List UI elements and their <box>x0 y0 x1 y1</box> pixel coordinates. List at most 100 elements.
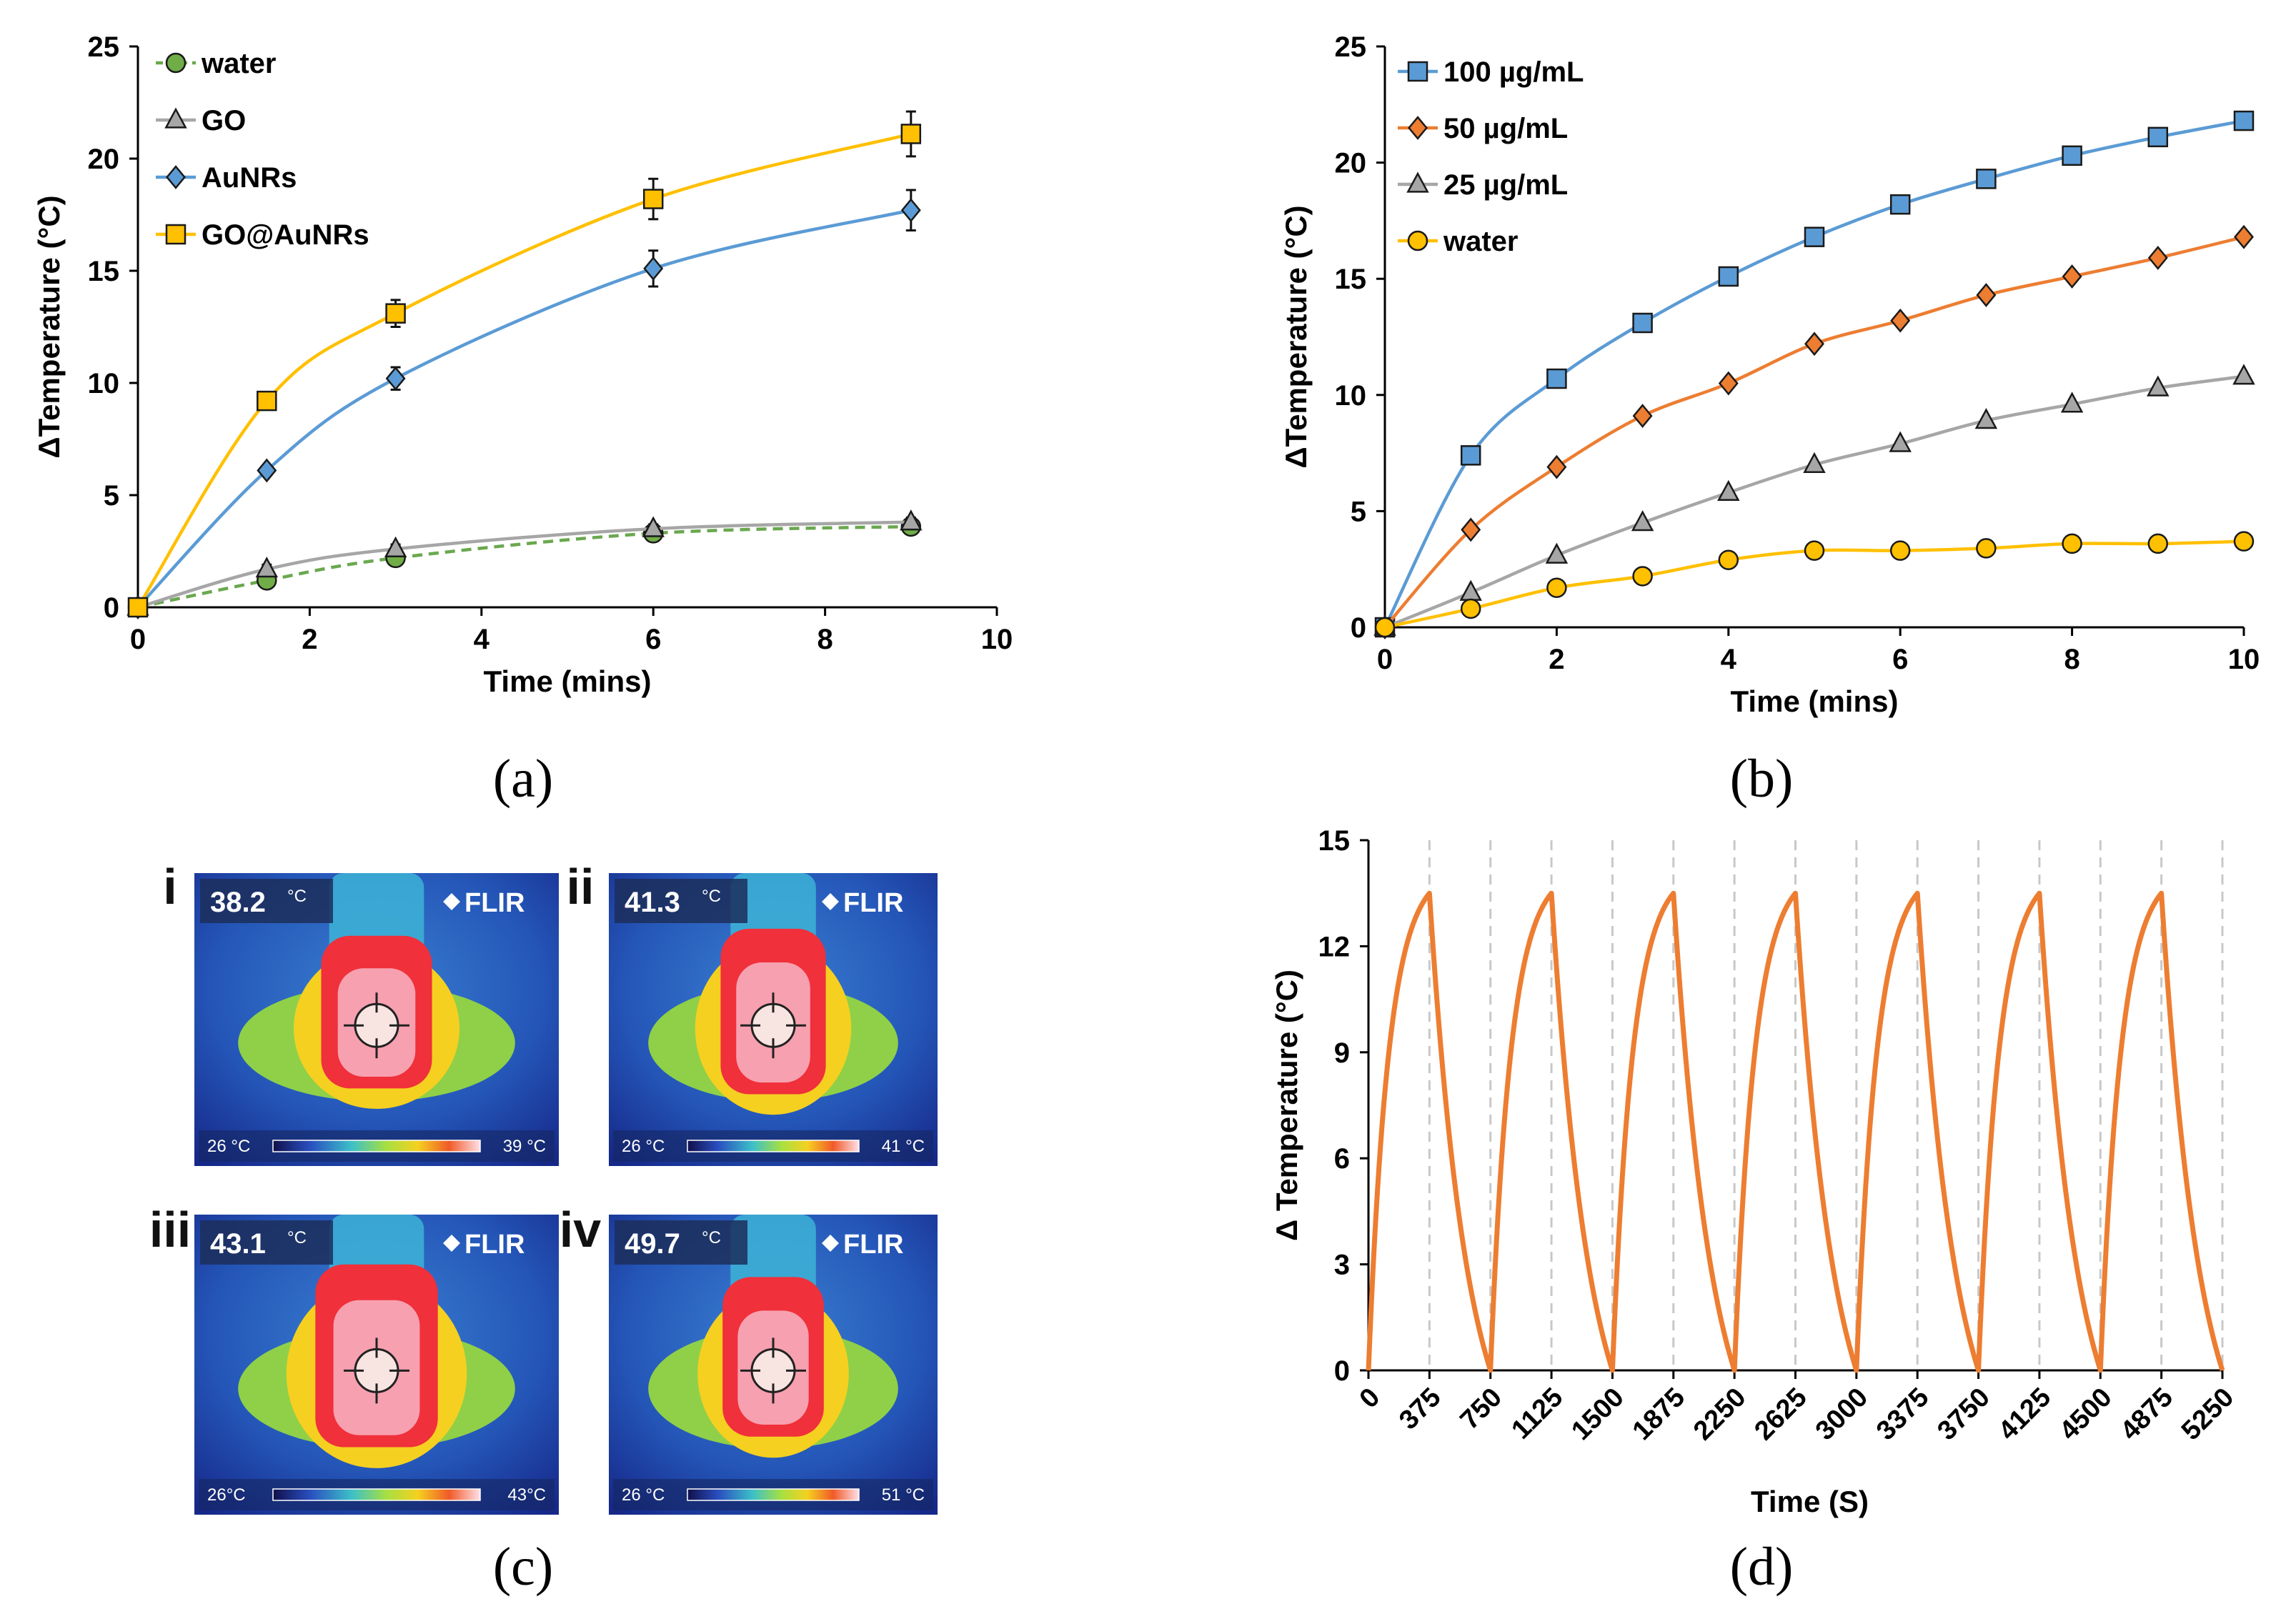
data-point <box>1889 540 1911 561</box>
x-tick-label: 6 <box>1892 644 1908 675</box>
y-tick-label: 12 <box>1318 931 1351 962</box>
legend-label: water <box>201 48 277 79</box>
thermal-image-label: ii <box>567 859 595 915</box>
x-tick-label: 2 <box>1549 644 1564 675</box>
data-point <box>900 124 922 144</box>
data-point <box>2060 392 2084 413</box>
temperature-readout-box <box>200 1220 333 1265</box>
temperature-unit: °C <box>702 887 721 906</box>
data-point <box>900 198 921 223</box>
legend-label: 100 µg/mL <box>1443 56 1584 88</box>
x-tick-label: 6 <box>645 624 661 655</box>
temperature-unit: °C <box>287 1228 307 1247</box>
panel-label-b: (b) <box>1730 749 1794 809</box>
data-point <box>1460 598 1481 619</box>
panel-label-c: (c) <box>493 1537 553 1597</box>
data-point <box>1974 407 1998 429</box>
series-1 <box>126 509 923 616</box>
flir-logo: FLIR <box>843 1230 903 1260</box>
data-point <box>1976 283 1997 307</box>
data-point <box>257 458 277 483</box>
scale-min-label: 26 °C <box>207 1137 250 1156</box>
legend-label: GO@AuNRs <box>202 219 369 251</box>
x-tick-label: 1500 <box>1566 1383 1629 1446</box>
series-line <box>1383 235 2245 629</box>
data-point <box>384 536 407 558</box>
x-tick-label: 4875 <box>2115 1383 2179 1446</box>
data-point <box>642 516 665 537</box>
temperature-value: 43.1 <box>210 1228 266 1260</box>
thermal-image-label: iv <box>560 1202 601 1257</box>
scale-max-label: 51 °C <box>882 1485 925 1505</box>
x-tick-label: 750 <box>1455 1383 1509 1436</box>
flir-diamond-icon <box>822 893 839 910</box>
data-point <box>385 303 406 324</box>
data-point <box>1976 169 1997 189</box>
data-point <box>257 390 277 412</box>
series-0 <box>127 516 922 618</box>
scale-min-label: 26 °C <box>622 1485 665 1505</box>
y-tick-label: 15 <box>88 256 120 287</box>
temperature-value: 49.7 <box>625 1228 680 1260</box>
series-3 <box>127 110 922 618</box>
x-tick-label: 10 <box>981 624 1013 655</box>
y-tick-label: 15 <box>1318 825 1351 857</box>
color-scale-bar <box>687 1488 860 1501</box>
x-tick-label: 3000 <box>1810 1383 1874 1446</box>
flir-diamond-icon <box>443 893 460 910</box>
data-point <box>2232 364 2255 385</box>
data-point <box>2147 375 2170 397</box>
temperature-unit: °C <box>287 887 307 906</box>
y-tick-label: 10 <box>1335 380 1367 412</box>
data-point <box>2062 264 2082 289</box>
y-tick-label: 0 <box>1351 612 1366 644</box>
chart-panel-b: 0 5 10 15 20 25 0 2 4 6 8 10 Time (mins) ΔTemperature… <box>1279 31 2260 718</box>
data-point <box>1718 549 1739 570</box>
y-axis-title: ΔTemperature (°C) <box>1279 205 1313 468</box>
x-tick-label: 2625 <box>1749 1383 1812 1446</box>
series-line <box>136 132 912 609</box>
data-point <box>2233 110 2255 131</box>
thermal-images-panel-c: i 38.2 °C FLIR 26 °C 39 °C ii 41.3 °C FLIR 26 °C 41… <box>149 859 938 1515</box>
color-scale-bar <box>272 1488 481 1501</box>
data-point <box>1632 404 1653 428</box>
legend-label: 25 µg/mL <box>1443 169 1568 201</box>
series-1 <box>1375 224 2254 639</box>
thermal-image-label: iii <box>149 1202 191 1257</box>
y-tick-label: 10 <box>88 368 120 399</box>
x-tick-label: 0 <box>1377 644 1393 675</box>
data-point <box>1546 368 1567 389</box>
x-tick-label: 3375 <box>1871 1383 1934 1446</box>
data-point <box>2147 533 2169 554</box>
thermal-image-iii: iii 43.1 °C FLIR 26°C 43°C <box>149 1202 559 1515</box>
data-point <box>1804 332 1824 357</box>
data-point <box>1546 577 1567 598</box>
scale-max-label: 41 °C <box>882 1137 925 1156</box>
thermal-image-ii: ii 41.3 °C FLIR 26 °C 41 °C <box>567 859 938 1166</box>
y-axis-title: ΔTemperature (°C) <box>32 195 66 458</box>
flir-logo: FLIR <box>464 888 525 918</box>
x-tick-label: 8 <box>817 624 833 655</box>
series-2 <box>128 189 921 619</box>
data-point <box>643 256 664 281</box>
data-point <box>2062 145 2082 166</box>
data-point <box>1632 566 1653 587</box>
data-point <box>127 597 149 618</box>
thermal-image-iv: iv 49.7 °C FLIR 26 °C 51 °C <box>560 1202 938 1515</box>
y-tick-label: 15 <box>1335 264 1367 295</box>
data-point <box>1804 540 1825 561</box>
x-tick-label: 1875 <box>1627 1383 1691 1446</box>
x-tick-label: 10 <box>2228 644 2260 675</box>
data-point <box>1632 312 1653 334</box>
x-tick-label: 4 <box>474 624 490 655</box>
data-point <box>1545 542 1569 564</box>
data-point <box>1803 452 1826 474</box>
data-point <box>1804 226 1825 247</box>
flir-diamond-icon <box>822 1235 839 1252</box>
scale-min-label: 26°C <box>207 1485 246 1505</box>
legend-marker <box>164 107 187 129</box>
data-point <box>1890 308 1911 333</box>
legend-label: 50 µg/mL <box>1443 113 1568 144</box>
series-2 <box>1373 364 2255 636</box>
